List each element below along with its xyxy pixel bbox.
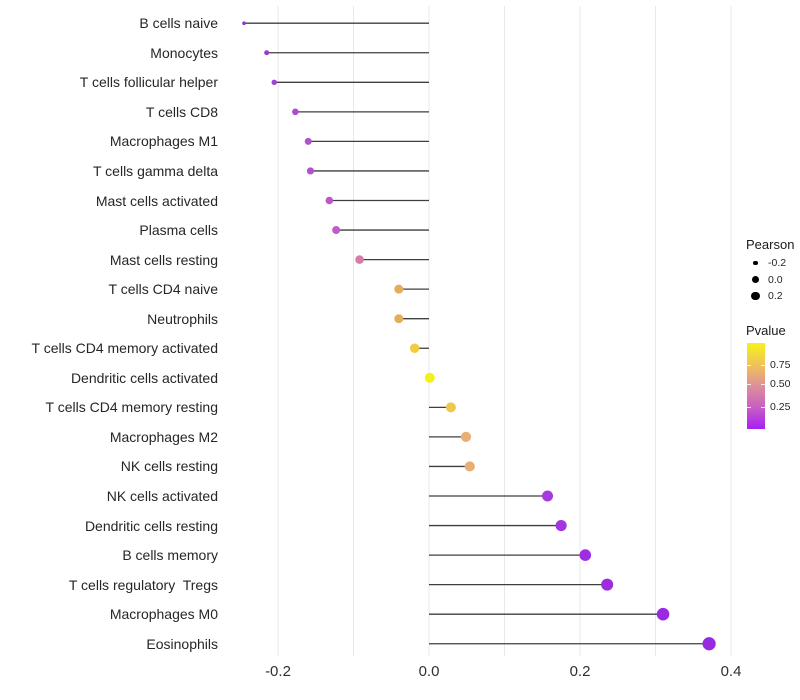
data-point [355, 255, 364, 264]
pvalue-colorbar [747, 343, 765, 429]
data-point [409, 343, 420, 353]
colorbar-tick-mark [761, 407, 765, 408]
size-legend-dot [751, 291, 760, 301]
colorbar-tick-mark [747, 364, 751, 366]
data-point [264, 50, 270, 56]
data-point [656, 607, 670, 621]
data-point [242, 21, 246, 26]
x-axis-tick-label: 0.2 [569, 663, 591, 680]
y-axis-label: T cells CD4 memory resting [45, 399, 218, 416]
data-point [579, 549, 592, 561]
y-axis-label: Neutrophils [147, 310, 218, 327]
y-axis-label: NK cells activated [106, 488, 218, 504]
x-axis-tick-label: 0.0 [418, 663, 440, 680]
y-axis-label: Mast cells resting [109, 251, 218, 268]
y-axis-label: Macrophages M1 [109, 133, 218, 150]
x-axis-tick-label: 0.4 [720, 663, 742, 680]
y-axis-label: T cells regulatory Tregs [68, 576, 218, 593]
colorbar-tick-label: 0.50 [770, 378, 791, 390]
data-point [292, 108, 299, 116]
y-axis-label: T cells CD4 naive [108, 281, 218, 298]
y-axis-label: Macrophages M2 [109, 428, 218, 445]
size-legend-dot [753, 260, 758, 266]
y-axis-label: B cells naive [139, 15, 218, 32]
data-point [601, 578, 614, 591]
size-legend-dot [751, 275, 760, 284]
data-point [332, 226, 341, 235]
y-axis-label: T cells gamma delta [92, 162, 218, 179]
y-axis-label: Dendritic cells resting [84, 517, 218, 534]
colorbar-tick-mark [747, 407, 751, 408]
color-legend-title: Pvalue [746, 323, 786, 338]
y-axis-label: Dendritic cells activated [70, 369, 218, 386]
colorbar-tick-mark [761, 364, 765, 366]
colorbar-tick-label: 0.75 [770, 358, 791, 371]
data-point [460, 431, 472, 442]
colorbar-tick-mark [747, 384, 751, 385]
size-legend-label: 0.2 [768, 290, 783, 302]
size-legend-title: Pearson [746, 237, 795, 252]
y-axis-label: Macrophages M0 [109, 606, 218, 623]
data-point [464, 461, 475, 472]
data-point [542, 490, 554, 502]
colorbar-tick-mark [761, 384, 765, 385]
y-axis-label: Plasma cells [139, 222, 218, 239]
y-axis-label: Eosinophils [146, 635, 218, 652]
size-legend-label: -0.2 [768, 257, 787, 269]
data-point [394, 314, 404, 324]
data-point [304, 137, 312, 145]
y-axis-label: B cells memory [122, 547, 218, 564]
data-point [394, 284, 404, 294]
data-point [271, 79, 277, 86]
y-axis-label: T cells follicular helper [79, 74, 218, 91]
y-axis-label: T cells CD8 [145, 103, 218, 120]
data-point [702, 637, 716, 651]
y-axis-label: NK cells resting [120, 458, 218, 475]
y-axis-label: Monocytes [150, 44, 218, 61]
data-point [325, 196, 334, 205]
x-axis-tick-label: -0.2 [265, 663, 291, 680]
y-axis-label: Mast cells activated [95, 192, 218, 209]
colorbar-tick-label: 0.25 [770, 401, 791, 413]
data-point [445, 402, 456, 413]
data-point [424, 372, 435, 383]
data-point [306, 167, 315, 175]
y-axis-label: T cells CD4 memory activated [31, 340, 218, 357]
data-point [555, 519, 567, 532]
size-legend-label: 0.0 [768, 273, 783, 286]
